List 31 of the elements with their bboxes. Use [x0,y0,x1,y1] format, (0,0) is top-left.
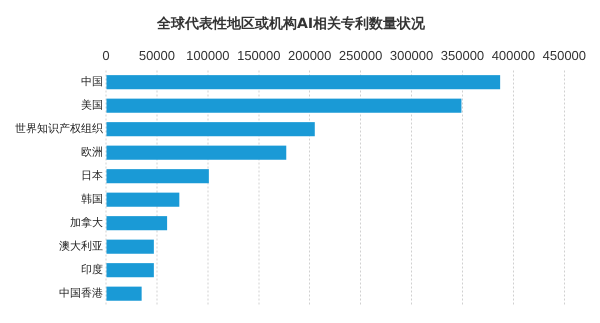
bar [106,98,462,113]
x-tick-label: 50000 [138,48,175,64]
y-tick-label: 日本 [81,169,103,182]
bar [106,286,142,301]
x-tick-label: 0 [102,48,110,64]
x-tick-label: 250000 [338,48,382,64]
bar [106,169,209,184]
x-tick-label: 200000 [288,48,332,64]
x-tick-label: 100000 [186,48,230,64]
bar [106,216,168,230]
bar [106,75,500,90]
bar [106,122,315,136]
bar [106,192,180,207]
y-tick-label: 中国 [81,75,103,88]
bar [106,240,154,254]
x-tick-label: 400000 [492,48,536,64]
y-tick-label: 欧洲 [81,146,103,159]
y-tick-label: 加拿大 [70,216,103,230]
y-tick-label: 美国 [81,98,103,112]
x-tick-label: 450000 [542,48,586,64]
y-tick-label: 中国香港 [59,286,103,300]
x-tick-label: 350000 [440,48,484,64]
y-tick-label: 世界知识产权组织 [15,122,103,136]
bar [106,263,154,278]
x-tick-label: 300000 [390,48,434,64]
x-tick-label: 150000 [237,48,280,64]
chart-title: 全球代表性地区或机构AI相关专利数量状况 [156,15,426,32]
y-tick-label: 澳大利亚 [59,240,103,253]
bar [106,146,286,160]
y-tick-label: 印度 [81,263,103,276]
y-tick-label: 韩国 [81,192,103,206]
